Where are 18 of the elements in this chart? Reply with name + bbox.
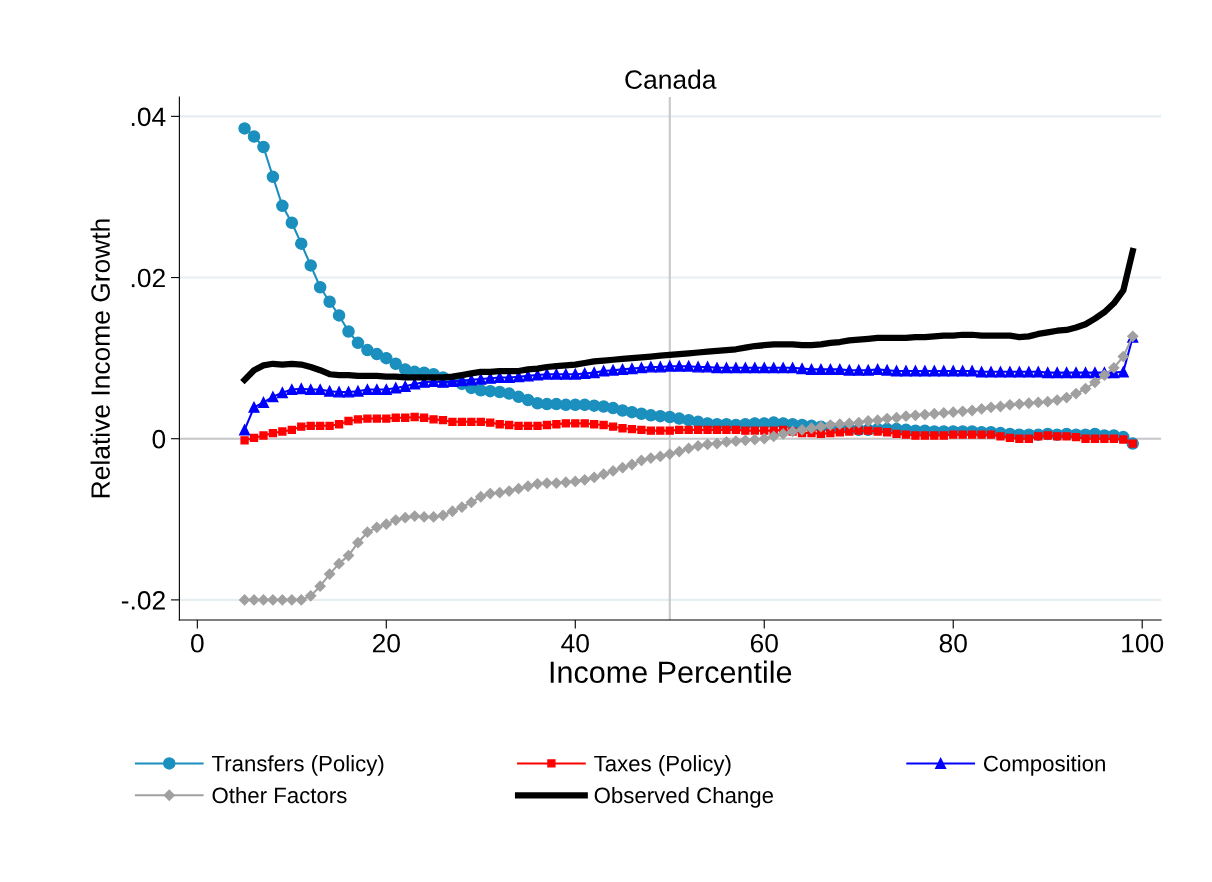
legend-label: Observed Change	[594, 786, 773, 808]
x-axis-title: Income Percentile	[550, 660, 792, 684]
y-axis-title: Relative Income Growth	[90, 219, 110, 498]
y-tick-label: 0	[152, 429, 166, 449]
x-tick-label: 80	[939, 633, 967, 653]
x-tick-label: 20	[372, 633, 400, 653]
y-tick-label: .04	[131, 107, 166, 127]
x-tick-label: 60	[750, 633, 778, 653]
chart-title: Canada	[625, 69, 717, 89]
y-tick-label: -.02	[121, 591, 165, 610]
x-tick-label: 40	[561, 633, 589, 653]
legend-label: Other Factors	[212, 786, 347, 804]
x-tick-label: 100	[1122, 633, 1164, 653]
legend-label: Taxes (Policy)	[594, 755, 731, 776]
legend-label: Transfers (Policy)	[211, 755, 384, 776]
legend-label: Composition	[983, 755, 1105, 776]
x-tick-label: 0	[191, 633, 204, 653]
y-tick-label: .02	[131, 268, 165, 288]
